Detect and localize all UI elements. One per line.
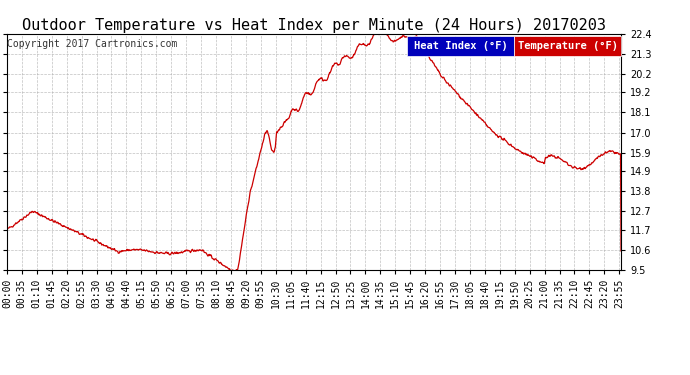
Title: Outdoor Temperature vs Heat Index per Minute (24 Hours) 20170203: Outdoor Temperature vs Heat Index per Mi…	[22, 18, 606, 33]
Text: Temperature (°F): Temperature (°F)	[518, 41, 618, 51]
Text: Copyright 2017 Cartronics.com: Copyright 2017 Cartronics.com	[7, 39, 177, 50]
Text: Heat Index (°F): Heat Index (°F)	[414, 41, 507, 51]
